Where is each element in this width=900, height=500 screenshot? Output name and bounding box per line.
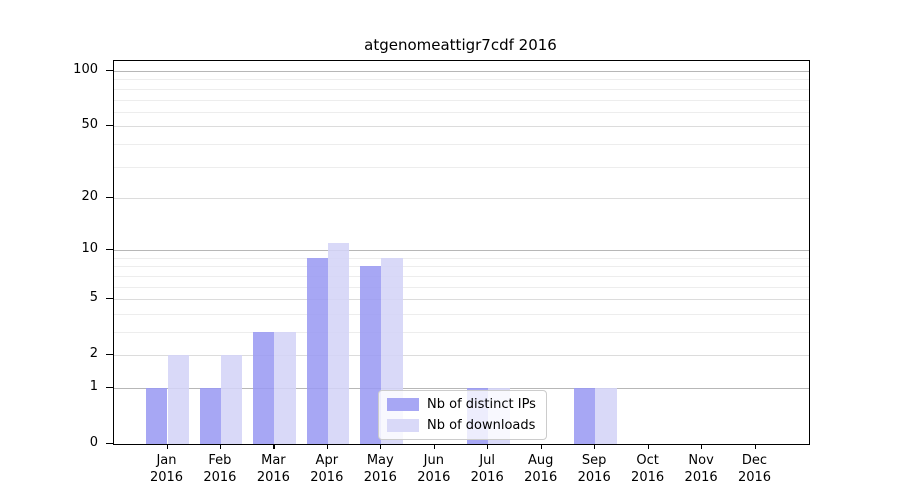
gridline-minor [114, 257, 809, 259]
y-tick-mark [106, 125, 113, 127]
y-tick-label: 2 [89, 346, 98, 362]
x-tick-label: Nov 2016 [684, 453, 718, 485]
gridline-major [114, 197, 809, 199]
y-tick-mark [106, 387, 113, 389]
legend-item-distinct-ips: Nb of distinct IPs [387, 397, 536, 412]
gridline-minor [114, 313, 809, 315]
bar-sep-series0 [573, 388, 596, 444]
gridline-major [114, 388, 809, 389]
y-tick-label: 50 [81, 117, 98, 133]
gridline-minor [114, 143, 809, 145]
gridline-minor [114, 275, 809, 277]
y-tick-label: 1 [89, 379, 98, 394]
x-tick-mark [326, 444, 328, 449]
gridline-major [114, 71, 809, 72]
gridline-minor [114, 266, 809, 268]
x-tick-label: Jul 2016 [470, 453, 504, 485]
gridline-major [114, 250, 809, 252]
x-tick-mark [273, 444, 275, 449]
x-tick-mark [594, 444, 596, 449]
legend-label-downloads: Nb of downloads [427, 418, 536, 433]
x-tick-label: Dec 2016 [737, 453, 772, 485]
bar-feb-series0 [199, 388, 221, 444]
plot-area: Nb of distinct IPs Nb of downloads [113, 60, 810, 445]
y-tick-label: 20 [81, 188, 98, 204]
gridline-major [114, 126, 809, 128]
gridline-minor [114, 166, 809, 168]
y-tick-label: 5 [89, 290, 98, 306]
x-tick-label: Jun 2016 [417, 453, 451, 485]
gridline-minor [114, 286, 809, 288]
bar-feb-series1 [220, 355, 243, 444]
gridline-minor [114, 332, 809, 333]
x-tick-label: Jan 2016 [149, 453, 184, 485]
x-tick-mark [433, 444, 435, 449]
x-tick-label: May 2016 [363, 453, 397, 485]
x-tick-label: Mar 2016 [256, 453, 290, 485]
y-tick-label: 100 [73, 62, 98, 77]
x-tick-mark [487, 444, 489, 449]
x-tick-mark [647, 444, 649, 449]
bar-apr-series1 [327, 243, 350, 444]
x-tick-mark [754, 444, 756, 449]
y-tick-mark [106, 70, 113, 72]
y-tick-label: 0 [89, 435, 98, 450]
y-tick-label: 10 [81, 241, 98, 257]
gridline-minor [114, 111, 809, 113]
bar-apr-series0 [306, 257, 328, 444]
gridline-minor [114, 88, 809, 90]
bar-jan-series0 [146, 388, 168, 444]
y-tick-mark [106, 249, 113, 251]
legend-swatch-downloads [387, 419, 419, 432]
bar-jan-series1 [167, 355, 189, 444]
x-tick-mark [380, 444, 382, 449]
bar-may-series0 [359, 266, 382, 444]
legend-swatch-distinct-ips [387, 398, 419, 411]
x-tick-mark [219, 444, 222, 449]
gridline-major [114, 299, 809, 301]
bar-mar-series1 [274, 332, 296, 444]
y-tick-mark [106, 196, 113, 199]
x-tick-mark [540, 444, 542, 449]
y-tick-mark [106, 354, 113, 356]
gridline-minor [114, 99, 809, 101]
y-tick-mark [106, 443, 113, 445]
bar-mar-series0 [253, 332, 275, 444]
y-tick-mark [106, 298, 113, 300]
x-tick-mark [166, 444, 168, 449]
legend-item-downloads: Nb of downloads [387, 418, 536, 433]
legend-label-distinct-ips: Nb of distinct IPs [427, 397, 536, 412]
x-tick-label: Oct 2016 [631, 453, 665, 485]
x-tick-label: Sep 2016 [577, 453, 611, 485]
gridline-major [114, 355, 809, 357]
x-tick-label: Apr 2016 [310, 453, 344, 485]
chart-title: atgenomeattigr7cdf 2016 [364, 36, 557, 54]
x-tick-label: Feb 2016 [203, 453, 237, 485]
x-tick-mark [701, 444, 703, 449]
gridline-minor [114, 79, 809, 81]
x-tick-label: Aug 2016 [524, 453, 558, 485]
bar-sep-series1 [595, 388, 617, 444]
legend: Nb of distinct IPs Nb of downloads [378, 390, 547, 440]
